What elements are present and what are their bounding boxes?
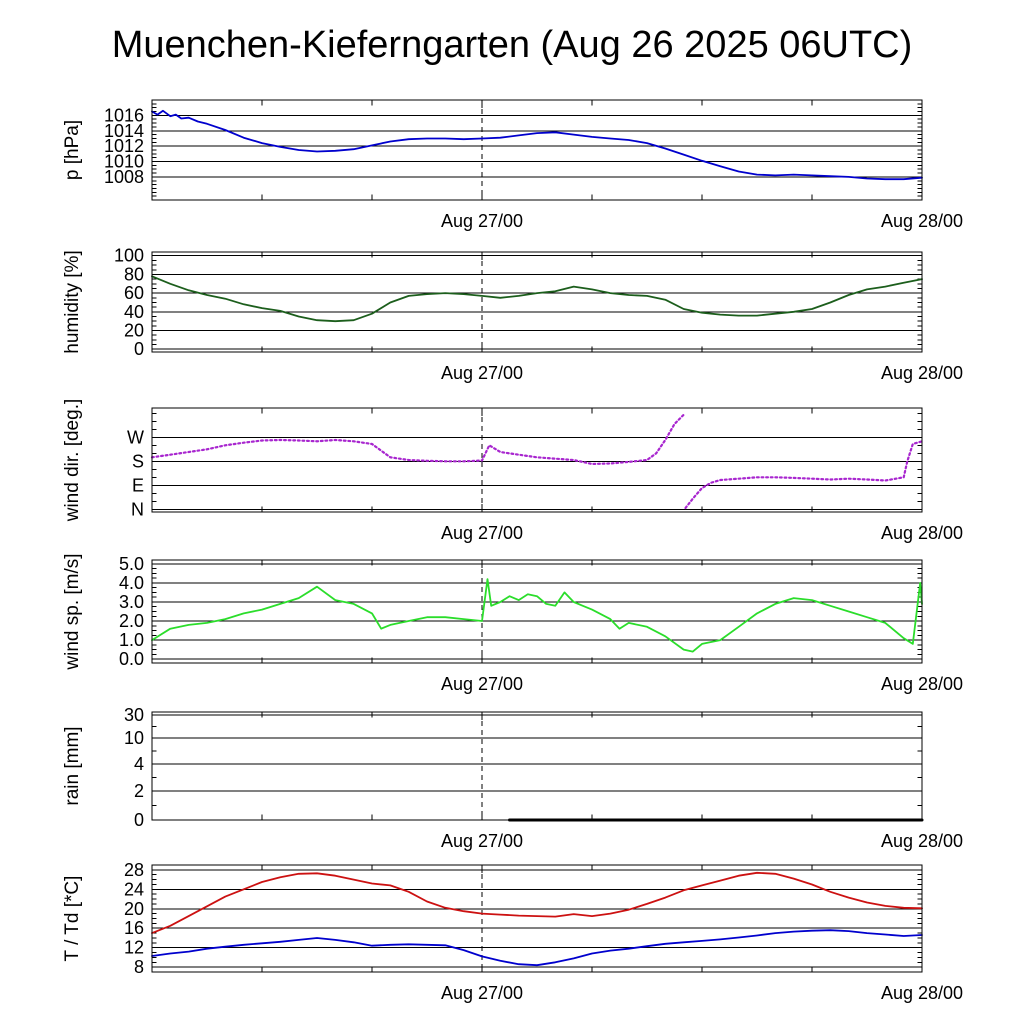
dewpoint-line: [151, 929, 923, 967]
y-tick-label: 20: [124, 321, 144, 341]
plot-frame: [151, 864, 923, 973]
y-tick-label: 1014: [104, 121, 144, 141]
y-tick-label: 60: [124, 283, 144, 303]
panel-rain: 0 2 4 10 30 rain [mm] Aug 27/00 Aug 28/00: [62, 705, 963, 851]
plot-frame: [151, 407, 923, 513]
y-tick-label: 8: [134, 957, 144, 977]
x-tick-label: Aug 28/00: [881, 523, 963, 543]
y-tick-label: 1008: [104, 167, 144, 187]
y-tick-label: S: [132, 451, 144, 471]
y-tick-label: 40: [124, 302, 144, 322]
wind-direction-line: [150, 413, 924, 510]
y-axis-label: rain [mm]: [62, 726, 83, 805]
x-tick-label: Aug 27/00: [441, 674, 523, 694]
y-tick-label: 1016: [104, 105, 144, 125]
y-tick-label: 24: [124, 879, 144, 899]
y-tick-label: 3.0: [119, 592, 144, 612]
plot-frame: [151, 711, 923, 821]
plot-frame: [151, 99, 923, 201]
y-tick-label: 0.0: [119, 649, 144, 669]
y-tick-label: 12: [124, 938, 144, 958]
x-tick-label: Aug 27/00: [441, 523, 523, 543]
y-tick-label: 2.0: [119, 611, 144, 631]
y-tick-label: 20: [124, 899, 144, 919]
y-axis-label: humidity [%]: [62, 250, 83, 353]
x-tick-label: Aug 28/00: [881, 983, 963, 1003]
chart-title: Muenchen-Kieferngarten (Aug 26 2025 06UT…: [111, 24, 913, 66]
y-tick-label: 80: [124, 264, 144, 284]
humidity-line: [151, 275, 923, 323]
y-tick-label: 10: [124, 728, 144, 748]
y-axis-label: p [hPa]: [62, 120, 83, 180]
plot-frame: [151, 559, 923, 664]
x-tick-label: Aug 28/00: [881, 211, 963, 231]
x-tick-label: Aug 28/00: [881, 831, 963, 851]
y-tick-label: 30: [124, 705, 144, 725]
y-tick-label: 4.0: [119, 573, 144, 593]
x-tick-label: Aug 27/00: [441, 983, 523, 1003]
y-tick-label: W: [127, 427, 144, 447]
y-tick-label: 5.0: [119, 554, 144, 574]
pressure-line: [151, 109, 923, 181]
y-tick-label: 4: [134, 754, 144, 774]
x-tick-label: Aug 28/00: [881, 674, 963, 694]
y-tick-label: 0: [134, 339, 144, 359]
plot-frame: [151, 251, 923, 353]
y-tick-label: 1.0: [119, 630, 144, 650]
panel-wind-speed: 0.01.02.03.04.05.0 wind sp. [m/s] Aug 27/0…: [62, 553, 963, 694]
x-tick-label: Aug 27/00: [441, 363, 523, 383]
x-tick-label: Aug 27/00: [441, 831, 523, 851]
y-tick-label: 28: [124, 860, 144, 880]
x-tick-label: Aug 27/00: [441, 211, 523, 231]
x-tick-label: Aug 28/00: [881, 363, 963, 383]
y-tick-label: 2: [134, 781, 144, 801]
y-axis-label: wind sp. [m/s]: [62, 553, 83, 670]
temperature-line: [151, 871, 923, 934]
y-tick-label: 1010: [104, 152, 144, 172]
y-tick-label: 0: [134, 810, 144, 830]
y-tick-label: N: [131, 499, 144, 519]
y-tick-label: 16: [124, 918, 144, 938]
y-tick-label: E: [132, 475, 144, 495]
y-tick-label: 1012: [104, 136, 144, 156]
y-axis-label: wind dir. [deg.]: [62, 399, 83, 523]
y-axis-label: T / Td [*C]: [62, 876, 83, 962]
y-tick-label: 100: [114, 246, 144, 266]
wind-speed-line: [151, 578, 923, 653]
